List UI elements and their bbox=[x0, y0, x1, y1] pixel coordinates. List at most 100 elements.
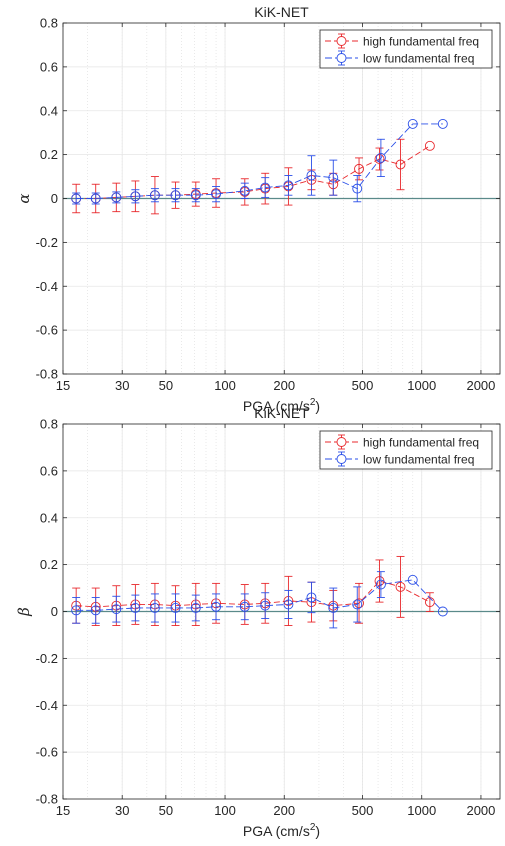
series-line bbox=[76, 579, 444, 612]
data-point bbox=[170, 603, 181, 613]
legend-marker bbox=[336, 36, 347, 46]
y-tick-label: -0.2 bbox=[36, 235, 58, 250]
legend-marker bbox=[336, 454, 347, 464]
data-point bbox=[149, 190, 160, 201]
data-point bbox=[395, 159, 406, 170]
series-line bbox=[76, 123, 443, 199]
data-point bbox=[306, 170, 317, 181]
x-axis-label: PGA (cm/s2) bbox=[243, 822, 320, 839]
y-tick-label: -0.6 bbox=[36, 745, 58, 760]
series-line bbox=[76, 580, 431, 608]
data-point bbox=[306, 592, 317, 603]
data-point bbox=[283, 599, 294, 610]
chart-title: KiK-NET bbox=[254, 405, 309, 421]
data-point bbox=[111, 192, 122, 203]
x-tick-label: 1000 bbox=[407, 378, 436, 393]
x-tick-label: 15 bbox=[56, 378, 70, 393]
legend-item: high fundamental freq bbox=[325, 434, 479, 450]
x-tick-label: 30 bbox=[115, 378, 129, 393]
data-point bbox=[375, 579, 386, 590]
legend-label: low fundamental freq bbox=[363, 52, 474, 66]
x-tick-label: 15 bbox=[56, 803, 70, 818]
y-tick-label: 0 bbox=[51, 191, 58, 206]
data-point bbox=[395, 581, 406, 592]
data-point bbox=[283, 180, 294, 191]
data-point bbox=[424, 140, 435, 151]
data-point bbox=[407, 574, 418, 585]
legend-item: low fundamental freq bbox=[325, 451, 474, 467]
legend-label: high fundamental freq bbox=[363, 436, 479, 450]
data-point bbox=[90, 605, 101, 616]
data-point bbox=[170, 190, 181, 201]
legend-label: low fundamental freq bbox=[363, 453, 474, 467]
x-tick-label: 200 bbox=[273, 378, 295, 393]
y-tick-label: 0.4 bbox=[40, 103, 58, 118]
y-tick-label: 0.6 bbox=[40, 59, 58, 74]
series-high-fundamental-freq bbox=[71, 555, 435, 627]
chart-panel-1: 15 30 50 100 200 500 1000 2000 -0.8 -0.6 -0.4 -0.2 0… bbox=[15, 4, 501, 414]
series-line bbox=[76, 145, 431, 199]
legend-item: low fundamental freq bbox=[325, 50, 474, 66]
data-point bbox=[260, 182, 271, 193]
y-tick-label: 0.2 bbox=[40, 147, 58, 162]
x-tick-label: 1000 bbox=[407, 803, 436, 818]
x-tick-label: 500 bbox=[352, 803, 374, 818]
data-point bbox=[328, 603, 339, 613]
data-point bbox=[354, 598, 364, 609]
x-tick-label: 500 bbox=[352, 378, 374, 393]
data-point bbox=[130, 191, 141, 202]
data-point bbox=[211, 189, 221, 200]
legend: high fundamental freq low fundamental fre… bbox=[319, 430, 493, 470]
x-tick-label: 50 bbox=[159, 803, 173, 818]
x-tick-label: 50 bbox=[159, 378, 173, 393]
data-point bbox=[374, 154, 385, 164]
series-low-fundamental-freq bbox=[71, 571, 448, 629]
data-point bbox=[407, 118, 418, 129]
x-axis-label: PGA (cm/s2) bbox=[243, 397, 320, 414]
x-tick-label: 2000 bbox=[466, 803, 495, 818]
legend-item: high fundamental freq bbox=[325, 33, 479, 49]
data-point bbox=[90, 193, 101, 204]
legend-marker bbox=[336, 53, 347, 63]
legend-label: high fundamental freq bbox=[363, 35, 479, 49]
x-tick-label: 2000 bbox=[466, 378, 495, 393]
data-point bbox=[352, 183, 363, 194]
data-point bbox=[190, 190, 201, 201]
data-point bbox=[239, 185, 250, 196]
data-point bbox=[71, 193, 82, 204]
series-low-fundamental-freq bbox=[71, 118, 448, 205]
data-point bbox=[149, 603, 160, 613]
legend-box bbox=[319, 29, 493, 69]
data-point bbox=[375, 152, 386, 163]
data-point bbox=[130, 603, 141, 613]
data-point bbox=[328, 172, 339, 183]
y-tick-label: -0.4 bbox=[36, 698, 58, 713]
legend: high fundamental freq low fundamental fre… bbox=[319, 29, 493, 69]
data-point bbox=[354, 163, 364, 174]
chart-title: KiK-NET bbox=[254, 4, 309, 20]
data-point bbox=[239, 601, 250, 612]
data-point bbox=[111, 604, 122, 615]
legend-marker bbox=[336, 437, 347, 447]
x-tick-label: 30 bbox=[115, 803, 129, 818]
data-point bbox=[437, 606, 448, 617]
y-axis-label: α bbox=[15, 193, 33, 203]
y-tick-label: 0.2 bbox=[40, 557, 58, 572]
data-point bbox=[211, 601, 221, 612]
x-tick-label: 200 bbox=[273, 803, 295, 818]
data-point bbox=[190, 603, 201, 613]
y-tick-label: 0.8 bbox=[40, 16, 58, 31]
y-tick-label: -0.4 bbox=[36, 279, 58, 294]
y-tick-label: 0 bbox=[51, 604, 58, 619]
data-point bbox=[437, 118, 448, 129]
data-point bbox=[260, 600, 271, 611]
y-tick-label: 0.4 bbox=[40, 510, 58, 525]
y-tick-label: -0.8 bbox=[36, 367, 58, 382]
y-tick-label: -0.6 bbox=[36, 323, 58, 338]
y-tick-label: 0.8 bbox=[40, 417, 58, 432]
legend-box bbox=[319, 430, 493, 470]
y-tick-label: -0.2 bbox=[36, 651, 58, 666]
x-tick-label: 100 bbox=[214, 378, 236, 393]
y-tick-label: -0.8 bbox=[36, 792, 58, 807]
data-point bbox=[352, 599, 363, 610]
